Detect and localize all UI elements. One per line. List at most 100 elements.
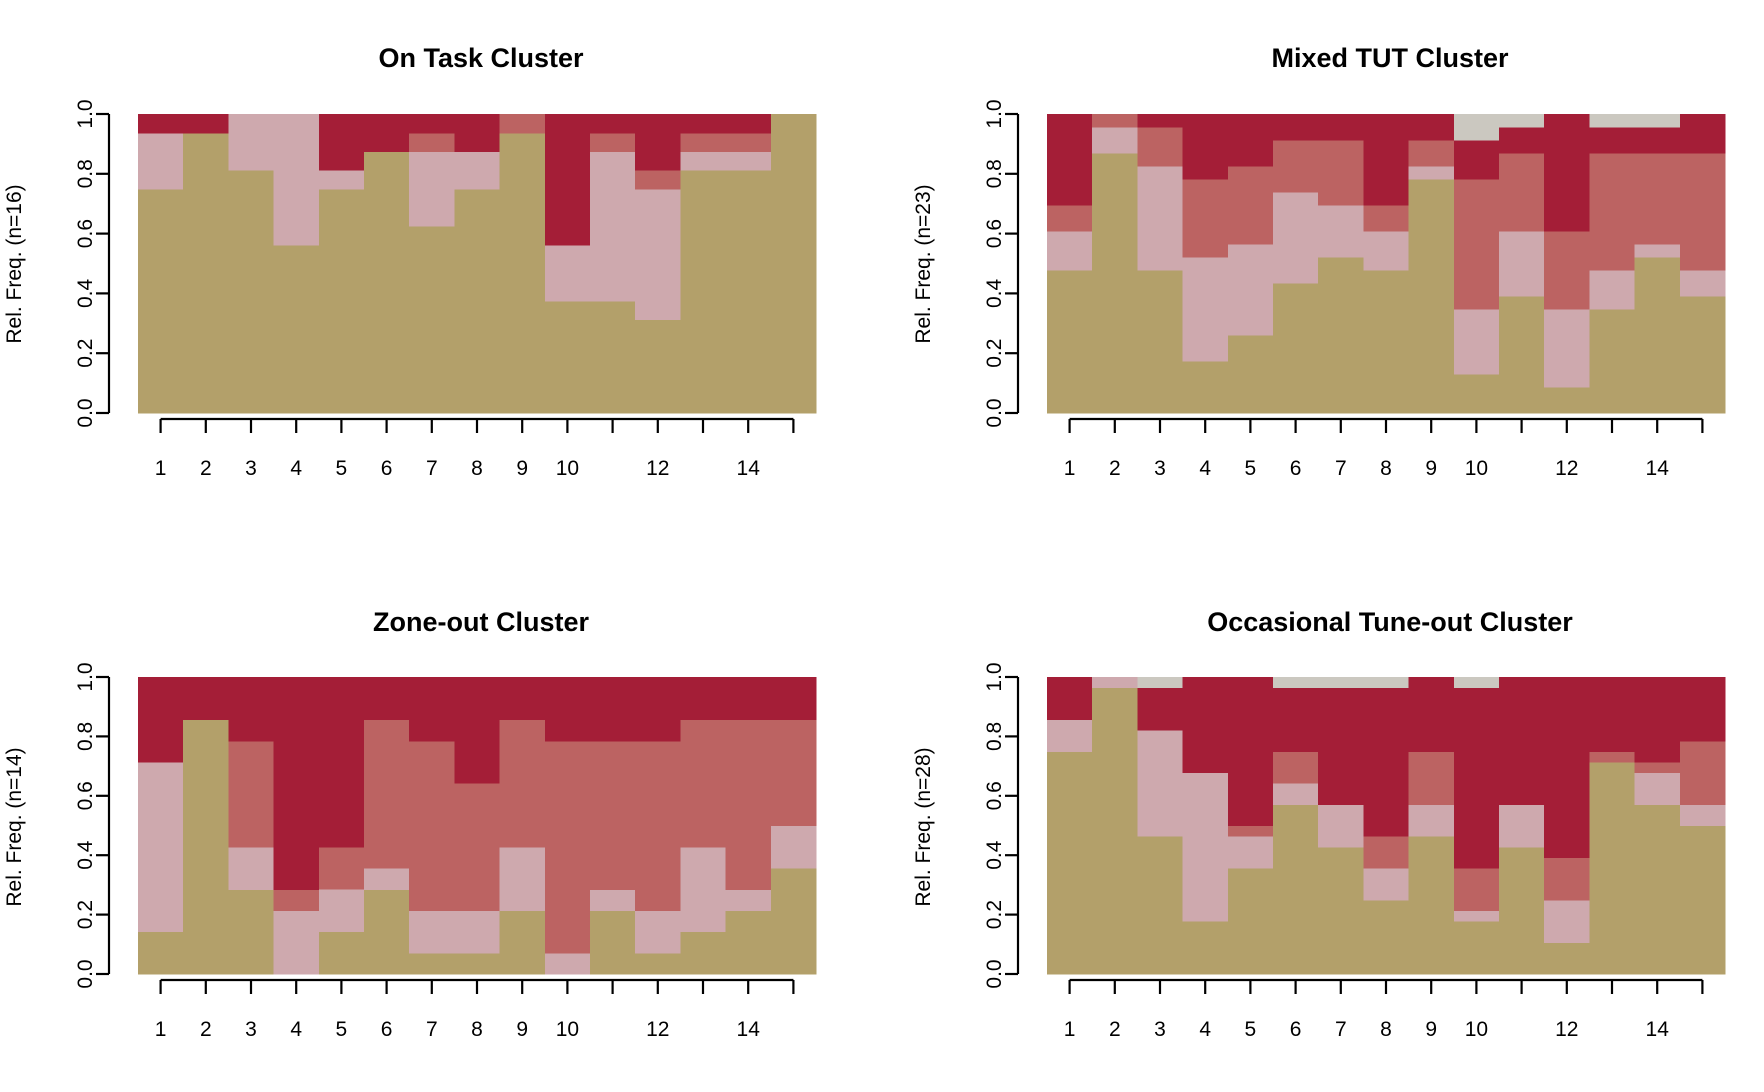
bar-segment-state-2-col-6 bbox=[1273, 192, 1319, 284]
bar-segment-state-4-col-5 bbox=[1227, 677, 1274, 827]
x-tick-label: 5 bbox=[1245, 1018, 1257, 1041]
bar-segment-state-3-col-7 bbox=[409, 132, 455, 152]
y-tick-label: 0.6 bbox=[74, 781, 97, 810]
bar-segment-state-3-col-6 bbox=[1273, 140, 1319, 193]
bar-stack-group bbox=[138, 676, 817, 975]
y-axis-title: Rel. Freq. (n=28) bbox=[912, 747, 935, 906]
bar-segment-state-2-col-8 bbox=[1363, 231, 1410, 271]
x-tick-label: 14 bbox=[737, 1018, 761, 1041]
bar-segment-state-1-col-4 bbox=[1182, 361, 1229, 414]
y-tick-label: 0.6 bbox=[74, 219, 97, 248]
y-tick-label: 0.6 bbox=[983, 781, 1006, 810]
y-tick-label: 0.6 bbox=[983, 219, 1006, 248]
x-tick-label: 10 bbox=[1465, 1018, 1488, 1041]
bar-segment-state-4-col-7 bbox=[1318, 114, 1364, 141]
bar-segment-state-1-col-12 bbox=[635, 319, 681, 414]
bar-segment-state-1-col-6 bbox=[364, 151, 410, 414]
bar-segment-state-4-col-14 bbox=[725, 677, 772, 721]
bar-segment-state-4-col-5 bbox=[318, 114, 365, 171]
y-tick-label: 0.0 bbox=[74, 959, 97, 988]
bar-segment-state-1-col-14 bbox=[725, 910, 772, 975]
bar-segment-state-3-col-4 bbox=[1182, 179, 1229, 258]
bar-segment-state-4-col-11 bbox=[590, 677, 636, 742]
bar-segment-state-3-col-14 bbox=[1634, 761, 1681, 774]
bar-segment-state-3-col-9 bbox=[1408, 139, 1455, 167]
x-tick-label: 3 bbox=[245, 457, 257, 480]
bar-segment-state-2-col-8 bbox=[1363, 867, 1410, 901]
panel-occasional-tune-out: Occasional Tune-out Cluster Rel. Freq. (… bbox=[912, 607, 1726, 1041]
bar-segment-state-1-col-15 bbox=[1679, 825, 1726, 975]
bar-segment-state-2-col-6 bbox=[364, 867, 410, 890]
bar-segment-state-3-col-13 bbox=[1589, 751, 1636, 763]
bar-segment-state-1-col-13 bbox=[1589, 309, 1636, 414]
bar-segment-state-1-col-2 bbox=[1092, 152, 1138, 414]
bar-segment-state-3-col-5 bbox=[318, 846, 365, 890]
bar-segment-state-1-col-2 bbox=[1092, 687, 1138, 975]
bar-segment-state-5-col-7 bbox=[1318, 676, 1364, 689]
bar-segment-state-2-col-4 bbox=[273, 910, 320, 975]
bar-segment-state-1-col-2 bbox=[183, 132, 229, 414]
x-tick-label: 14 bbox=[737, 457, 761, 480]
bar-segment-state-2-col-14 bbox=[725, 889, 772, 911]
x-tick-label: 7 bbox=[1335, 457, 1347, 480]
bar-segment-state-5-col-8 bbox=[1363, 677, 1410, 689]
bar-segment-state-5-col-10 bbox=[1453, 114, 1500, 141]
x-tick-label: 7 bbox=[426, 1018, 438, 1041]
bar-stack-group bbox=[1047, 676, 1726, 975]
bar-segment-state-3-col-14 bbox=[725, 132, 772, 152]
bar-segment-state-1-col-9 bbox=[1408, 836, 1455, 975]
bar-segment-state-2-col-11 bbox=[590, 151, 636, 302]
bar-segment-state-2-col-9 bbox=[1408, 804, 1455, 837]
bar-segment-state-4-col-10 bbox=[1453, 687, 1500, 869]
bar-segment-state-4-col-9 bbox=[1408, 677, 1455, 752]
bar-segment-state-4-col-3 bbox=[1137, 687, 1184, 731]
y-tick-label: 0.4 bbox=[74, 840, 97, 870]
bar-stack-group bbox=[138, 114, 817, 414]
panel-title: Zone-out Cluster bbox=[373, 607, 589, 637]
panel-title: Mixed TUT Cluster bbox=[1271, 43, 1509, 73]
bar-segment-state-3-col-11 bbox=[590, 740, 636, 890]
bar-segment-state-3-col-12 bbox=[1544, 857, 1590, 901]
bar-segment-state-4-col-12 bbox=[635, 677, 681, 742]
bar-segment-state-1-col-15 bbox=[770, 867, 817, 975]
y-axis-title: Rel. Freq. (n=16) bbox=[3, 184, 26, 343]
bar-segment-state-1-col-5 bbox=[318, 931, 365, 975]
bar-segment-state-2-col-11 bbox=[590, 889, 636, 911]
x-tick-label: 6 bbox=[1290, 457, 1302, 480]
panel-mixed-tut: Mixed TUT Cluster Rel. Freq. (n=23) 0.00… bbox=[912, 43, 1726, 480]
x-tick-label: 2 bbox=[200, 457, 212, 480]
bar-segment-state-2-col-2 bbox=[1092, 126, 1138, 154]
y-tick-label: 0.0 bbox=[983, 398, 1006, 427]
bar-segment-state-3-col-5 bbox=[1227, 166, 1274, 245]
bar-segment-state-4-col-9 bbox=[499, 676, 546, 721]
bar-segment-state-4-col-1 bbox=[1047, 677, 1093, 721]
y-tick-label: 0.8 bbox=[983, 159, 1006, 188]
bar-segment-state-1-col-8 bbox=[454, 952, 501, 975]
y-tick-label: 1.0 bbox=[983, 662, 1006, 691]
bar-segment-state-3-col-13 bbox=[1589, 153, 1636, 271]
x-tick-label: 3 bbox=[1154, 1018, 1166, 1041]
bar-segment-state-4-col-5 bbox=[1227, 114, 1274, 167]
bar-segment-state-1-col-5 bbox=[318, 188, 365, 414]
y-axis: 0.0 0.2 0.4 0.6 0.8 1.0 bbox=[983, 99, 1020, 428]
x-tick-label: 12 bbox=[646, 1018, 669, 1041]
bar-segment-state-3-col-12 bbox=[1544, 230, 1590, 310]
bar-segment-state-3-col-10 bbox=[1453, 179, 1500, 310]
x-tick-label: 7 bbox=[426, 457, 438, 480]
bar-segment-state-4-col-10 bbox=[544, 114, 591, 246]
bar-segment-state-3-col-15 bbox=[1679, 152, 1726, 271]
bar-segment-state-1-col-8 bbox=[454, 188, 501, 414]
bar-segment-state-4-col-15 bbox=[1679, 114, 1726, 154]
bar-segment-state-1-col-1 bbox=[1047, 269, 1093, 414]
bar-segment-state-2-col-5 bbox=[318, 170, 365, 190]
x-tick-label: 1 bbox=[155, 1018, 167, 1041]
bar-segment-state-2-col-4 bbox=[273, 114, 320, 246]
bar-segment-state-2-col-3 bbox=[1137, 166, 1184, 271]
x-tick-label: 8 bbox=[471, 457, 483, 480]
bar-segment-state-3-col-5 bbox=[1227, 825, 1274, 837]
bar-stack-group bbox=[1047, 113, 1726, 414]
x-axis: 1 2 3 4 5 6 7 8 9 10 12 14 bbox=[155, 978, 795, 1041]
x-tick-label: 1 bbox=[1064, 1018, 1076, 1041]
y-tick-label: 0.2 bbox=[74, 900, 97, 929]
bar-segment-state-4-col-3 bbox=[228, 677, 275, 742]
